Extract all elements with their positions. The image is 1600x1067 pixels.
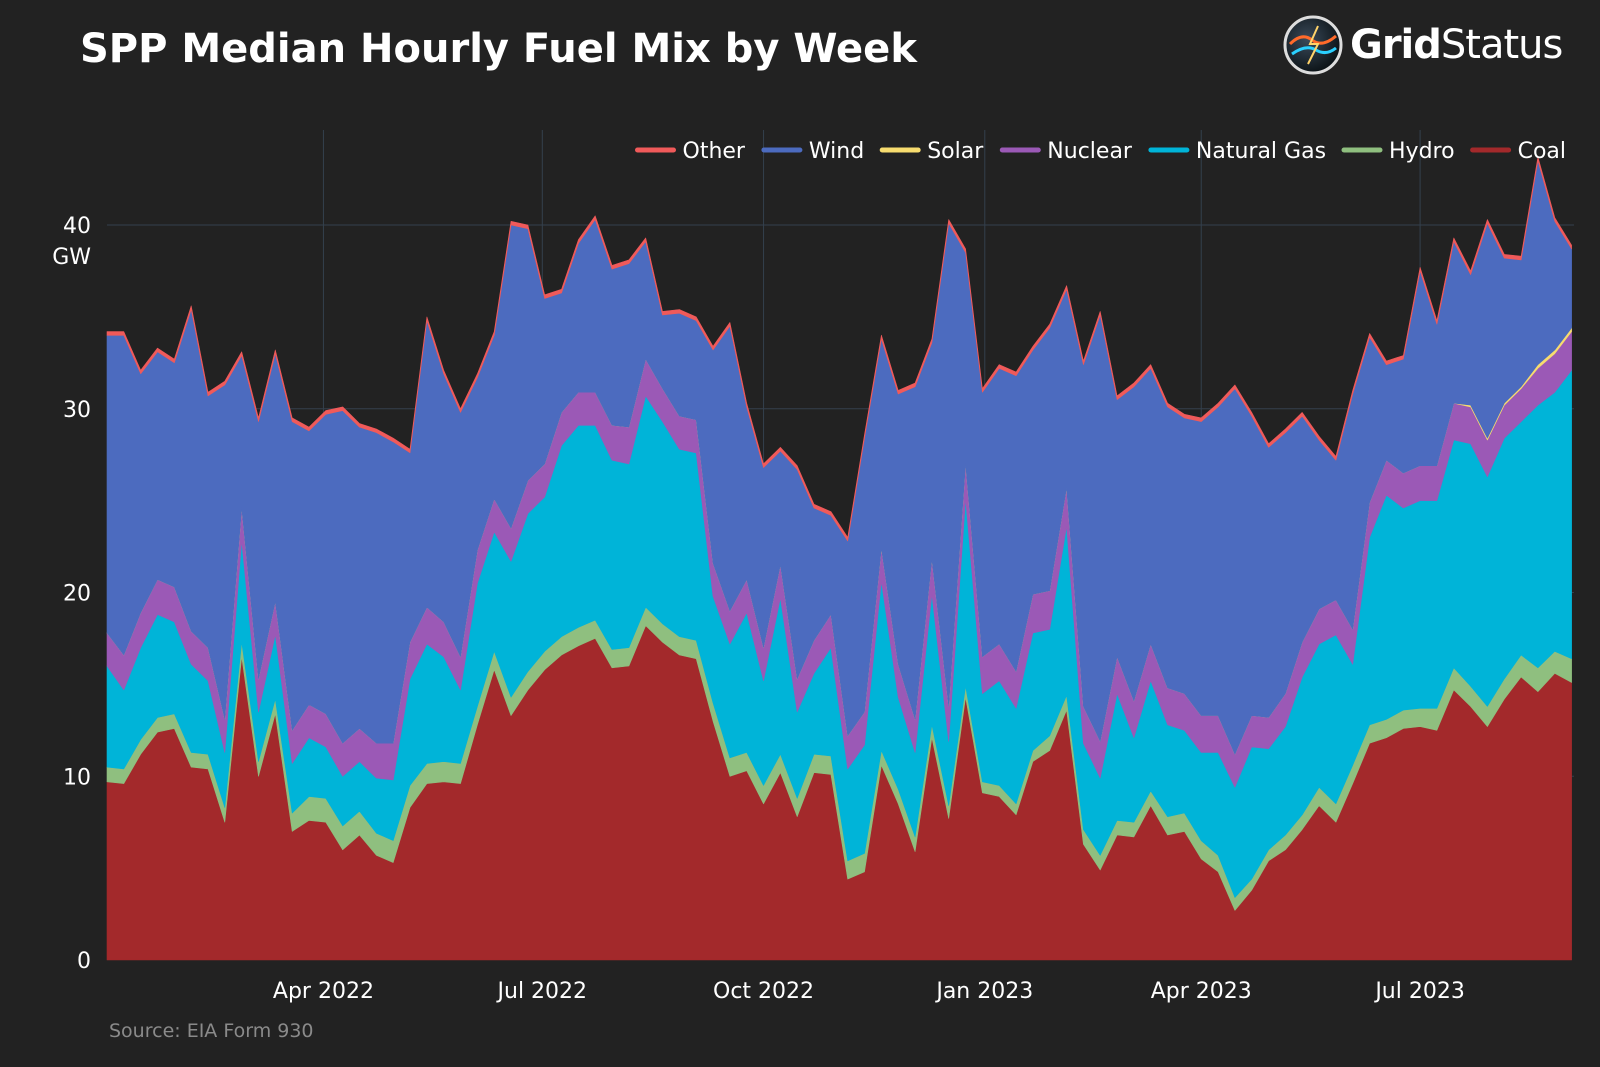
x-tick-label: Apr 2022 — [273, 979, 374, 1004]
x-tick-label: Jul 2022 — [496, 979, 588, 1004]
lightning-globe-icon — [1283, 15, 1343, 75]
brand-logo[interactable]: GridStatus — [1282, 14, 1563, 76]
legend: Other Wind Solar Nuclear Natural Gas Hydro Coa… — [635, 139, 1566, 164]
legend-item-wind: Wind — [761, 139, 864, 164]
x-tick-label: Jul 2023 — [1373, 979, 1465, 1004]
y-tick-label: 0 — [77, 949, 91, 974]
legend-item-hydro: Hydro — [1341, 139, 1455, 164]
legend-item-solar: Solar — [879, 139, 984, 164]
brand-name-part1: Grid — [1350, 22, 1442, 68]
area-layer — [106, 156, 1572, 961]
legend-item-other: Other — [635, 139, 746, 164]
y-tick-label: 10 — [63, 765, 91, 790]
y-tick-label: 30 — [63, 398, 91, 423]
chart-title: SPP Median Hourly Fuel Mix by Week — [80, 26, 917, 72]
y-unit-label: GW — [52, 245, 91, 270]
y-tick-label: 20 — [63, 582, 91, 607]
legend-label: Other — [683, 139, 746, 164]
source-note: Source: EIA Form 930 — [109, 1020, 314, 1042]
x-tick-label: Apr 2023 — [1151, 979, 1252, 1004]
x-tick-label: Oct 2022 — [713, 979, 814, 1004]
legend-item-nuclear: Nuclear — [999, 139, 1133, 164]
legend-label: Coal — [1518, 139, 1566, 164]
brand-name-part2: Status — [1440, 22, 1563, 68]
legend-item-natural-gas: Natural Gas — [1148, 139, 1326, 164]
legend-label: Hydro — [1389, 139, 1455, 164]
axis-layer: 0 10 20 30 40 GW Apr 2022 Jul 2022 Oct 2022 Jan 2… — [52, 214, 1465, 1004]
area-series-other — [106, 156, 1572, 542]
x-tick-label: Jan 2023 — [934, 979, 1033, 1004]
legend-label: Natural Gas — [1196, 139, 1326, 164]
legend-item-coal: Coal — [1470, 139, 1566, 164]
y-tick-label: 40 — [63, 214, 91, 239]
legend-label: Solar — [927, 139, 984, 164]
legend-label: Wind — [809, 139, 864, 164]
legend-label: Nuclear — [1047, 139, 1133, 164]
